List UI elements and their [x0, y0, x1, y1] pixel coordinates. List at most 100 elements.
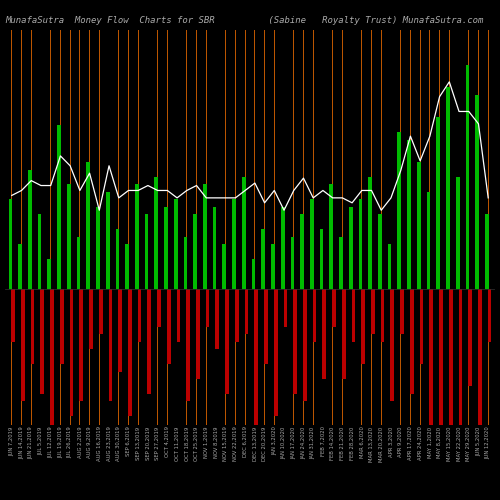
Bar [186, 30, 187, 425]
Bar [426, 192, 430, 289]
Bar [264, 289, 268, 364]
Bar [222, 244, 226, 289]
Bar [116, 230, 119, 289]
Bar [417, 162, 420, 289]
Bar [28, 170, 32, 289]
Bar [235, 30, 236, 425]
Bar [349, 207, 352, 289]
Bar [468, 30, 469, 425]
Bar [449, 289, 452, 446]
Bar [439, 30, 440, 425]
Bar [213, 207, 216, 289]
Bar [330, 184, 333, 289]
Bar [371, 30, 372, 425]
Bar [128, 30, 129, 425]
Bar [167, 30, 168, 425]
Bar [148, 289, 151, 394]
Bar [420, 289, 424, 364]
Bar [31, 289, 34, 364]
Bar [8, 200, 12, 289]
Bar [242, 177, 246, 289]
Bar [157, 289, 161, 327]
Bar [57, 124, 61, 289]
Bar [476, 94, 479, 289]
Bar [89, 289, 93, 349]
Text: MunafaSutra  Money Flow  Charts for SBR          (Sabine   Royalty Trust) Munafa: MunafaSutra Money Flow Charts for SBR (S… [5, 16, 484, 25]
Bar [167, 289, 170, 364]
Bar [89, 30, 90, 425]
Bar [339, 237, 343, 289]
Bar [118, 30, 119, 425]
Bar [368, 177, 372, 289]
Bar [274, 289, 278, 416]
Bar [254, 30, 255, 425]
Bar [290, 237, 294, 289]
Bar [378, 214, 382, 289]
Bar [362, 289, 365, 364]
Bar [40, 289, 44, 394]
Bar [135, 184, 138, 289]
Bar [478, 30, 479, 425]
Bar [18, 244, 22, 289]
Bar [430, 289, 433, 454]
Bar [206, 289, 210, 327]
Bar [232, 200, 236, 289]
Bar [225, 289, 229, 394]
Bar [76, 237, 80, 289]
Bar [332, 289, 336, 327]
Bar [398, 132, 401, 289]
Bar [300, 214, 304, 289]
Bar [400, 30, 401, 425]
Bar [390, 289, 394, 402]
Bar [216, 289, 219, 349]
Bar [60, 289, 64, 364]
Bar [108, 30, 110, 425]
Bar [144, 214, 148, 289]
Bar [468, 289, 472, 386]
Bar [196, 289, 200, 379]
Bar [31, 30, 32, 425]
Bar [21, 30, 22, 425]
Bar [21, 289, 24, 402]
Bar [118, 289, 122, 372]
Bar [303, 30, 304, 425]
Bar [203, 184, 206, 289]
Bar [322, 289, 326, 379]
Bar [40, 30, 42, 425]
Bar [446, 87, 450, 289]
Bar [60, 30, 61, 425]
Bar [312, 289, 316, 342]
Bar [176, 289, 180, 342]
Bar [164, 207, 168, 289]
Bar [128, 289, 132, 416]
Bar [194, 214, 197, 289]
Bar [407, 140, 411, 289]
Bar [174, 200, 178, 289]
Bar [381, 289, 384, 342]
Bar [264, 30, 265, 425]
Bar [235, 289, 238, 342]
Bar [458, 30, 460, 425]
Bar [371, 289, 374, 334]
Bar [466, 65, 469, 289]
Bar [196, 30, 197, 425]
Bar [157, 30, 158, 425]
Bar [381, 30, 382, 425]
Bar [488, 289, 492, 342]
Bar [410, 30, 411, 425]
Bar [80, 289, 83, 402]
Bar [186, 289, 190, 402]
Bar [154, 177, 158, 289]
Bar [99, 289, 102, 334]
Bar [50, 30, 51, 425]
Bar [67, 184, 70, 289]
Bar [281, 207, 284, 289]
Bar [244, 30, 246, 425]
Bar [126, 244, 129, 289]
Bar [50, 289, 54, 446]
Bar [449, 30, 450, 425]
Bar [252, 260, 256, 289]
Bar [390, 30, 392, 425]
Bar [313, 30, 314, 425]
Bar [176, 30, 178, 425]
